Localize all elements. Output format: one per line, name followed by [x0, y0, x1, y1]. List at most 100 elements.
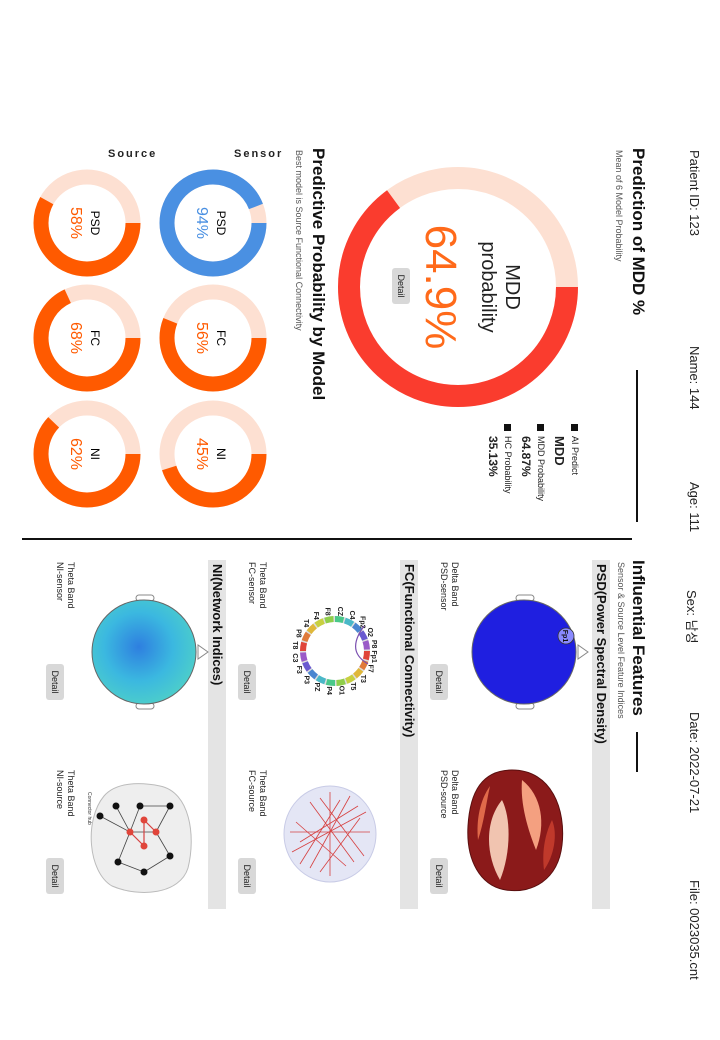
electrode-marker: [557, 627, 575, 645]
chord-segment: [302, 661, 312, 672]
chord-segment: [334, 616, 345, 624]
models-title: Predictive Probability by Model: [309, 148, 328, 401]
ring-model-value: 68%: [67, 322, 84, 354]
ni-left-band: Theta Band NI-sensor: [55, 562, 76, 609]
brain-surface: [467, 769, 564, 892]
mdd-probability-ring: MDD probability 64.9%: [338, 167, 578, 407]
prediction-title: Prediction of MDD %: [629, 148, 648, 316]
legend-bullet-icon: [537, 424, 545, 431]
source-ni-ring: NI 62%: [33, 400, 141, 508]
ni-source-detail-button[interactable]: Detail: [46, 858, 64, 894]
chord-segment: [343, 617, 355, 627]
chord-segment: [359, 659, 369, 671]
chord-channel-label: O1: [337, 686, 344, 695]
source-column-label: Source: [108, 148, 158, 160]
connection-arc: [355, 625, 369, 665]
fc-right-band: Theta Band FC-source: [247, 770, 268, 817]
chord-segment: [358, 630, 368, 641]
psd-section-heading: PSD(Power Spectral Density): [592, 560, 610, 909]
chord-channel-label: F4: [312, 612, 319, 620]
chord-channel-label: PZ: [313, 682, 320, 692]
hc-probability-value-text: 35.13%: [486, 436, 500, 477]
ring-value-arc: [33, 284, 141, 392]
fc-sensor-detail-button[interactable]: Detail: [238, 664, 256, 700]
chord-segment: [345, 674, 356, 684]
source-psd-ring: PSD 58%: [33, 169, 141, 277]
chord-channel-label: Fp2: [358, 616, 365, 629]
chord-channel-label: F3: [295, 666, 302, 674]
psd-left-band: Delta Band PSD-sensor: [439, 562, 460, 611]
chord-segment: [300, 641, 308, 652]
topomap-head: [91, 599, 197, 705]
ring-model-name: NI: [214, 448, 228, 460]
brain-outline: [90, 783, 192, 893]
chord-channel-label: CZ: [336, 607, 343, 617]
section-divider: [22, 538, 632, 540]
fc-left-band: Theta Band FC-sensor: [247, 562, 268, 609]
chord-segment: [362, 650, 370, 661]
ai-predict-value: MDD: [552, 436, 567, 466]
ring-value-arc: [33, 169, 141, 277]
ni-section-heading: NI(Network Indices): [208, 560, 226, 909]
chord-segment: [307, 669, 319, 680]
psd-source-brain-map: [467, 769, 564, 892]
fc-source-connectivity-map: [283, 785, 377, 883]
chord-segment: [301, 631, 311, 643]
ni-sensor-detail-button[interactable]: Detail: [46, 664, 64, 700]
psd-sensor-detail-button[interactable]: Detail: [430, 664, 448, 700]
patient-age: Age: 111: [687, 482, 702, 533]
chord-segment: [362, 640, 370, 650]
ring-model-value: 56%: [193, 322, 210, 354]
mdd-probability-value-text: 64.87%: [519, 436, 533, 477]
features-title-rule: [636, 732, 638, 772]
chord-segment: [336, 678, 346, 686]
ni-source-network-graph: Connector hub: [86, 783, 192, 893]
features-subtitle: Sensor & Source Level Feature Indices: [616, 562, 626, 719]
ni-sensor-topomap: [91, 594, 209, 710]
sensor-column-label: Sensor: [234, 148, 284, 160]
ring-value-arc: [159, 169, 267, 277]
prediction-detail-button[interactable]: Detail: [392, 268, 410, 304]
ring-value-arc: [159, 400, 267, 508]
patient-sex: Sex: 남성: [684, 590, 699, 644]
legend-mdd-probability: MDD Probability: [536, 424, 546, 534]
hub-nodes: [126, 816, 160, 850]
connection-lines: [290, 792, 370, 876]
report-date: Date: 2022-07-21: [687, 712, 702, 814]
legend-ai-predict: AI Predict: [570, 424, 580, 534]
electrode-label: Fp1: [561, 630, 568, 643]
ni-right-band: Theta Band NI-source: [55, 770, 76, 817]
psd-sensor-topomap: Fp1: [471, 594, 589, 710]
fc-source-detail-button[interactable]: Detail: [238, 858, 256, 894]
psd-source-detail-button[interactable]: Detail: [430, 858, 448, 894]
chord-channel-label: O2: [366, 628, 373, 637]
sensor-ni-ring: NI 45%: [159, 400, 267, 508]
nose-icon: [197, 644, 209, 660]
ring-model-name: NI: [88, 448, 102, 460]
ring-model-name: FC: [214, 330, 228, 346]
topomap-head: [471, 599, 577, 705]
chord-segment: [325, 678, 336, 686]
chord-channel-label: P4: [325, 686, 332, 695]
ring-model-value: 58%: [67, 207, 84, 239]
prediction-legend: AI Predict MDD MDD Probability 64.87% HC…: [486, 424, 580, 534]
chord-channel-label: T8: [291, 641, 298, 649]
fc-section-heading: FC(Functional Connectivity): [400, 560, 418, 909]
ring-model-value: 45%: [193, 438, 210, 470]
graph-nodes: [96, 802, 174, 876]
chord-channel-label: Fp1: [370, 650, 377, 663]
ring-model-value: 94%: [193, 207, 210, 239]
chord-channel-label: C3: [291, 653, 298, 662]
ring-model-value: 62%: [67, 438, 84, 470]
chord-segment: [306, 623, 317, 635]
chord-segment: [300, 652, 308, 662]
chord-channel-label: P8: [295, 629, 302, 638]
chord-channel-label: T5: [349, 682, 356, 690]
graph-edges: [99, 805, 171, 873]
ring-model-name: FC: [88, 330, 102, 346]
ring-model-name: PSD: [88, 211, 102, 236]
mdd-ring-label-2: probability: [477, 241, 499, 332]
